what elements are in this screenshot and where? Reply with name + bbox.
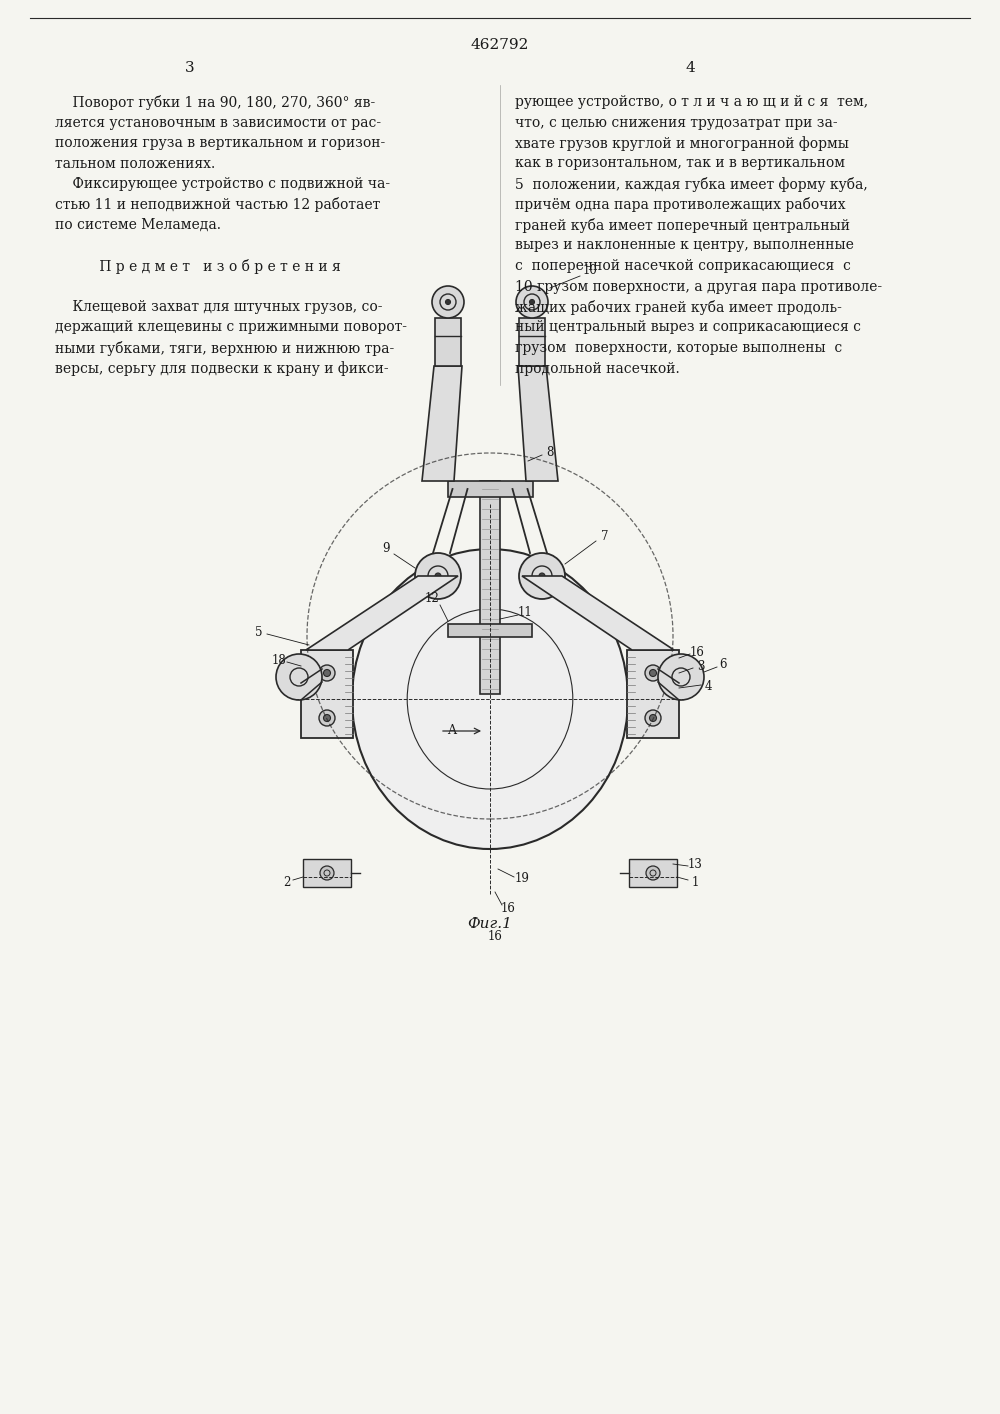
- Text: 11: 11: [518, 605, 532, 618]
- Circle shape: [645, 710, 661, 725]
- Text: Клещевой захват для штучных грузов, со-: Клещевой захват для штучных грузов, со-: [55, 300, 382, 314]
- Text: тальном положениях.: тальном положениях.: [55, 157, 215, 171]
- Text: П р е д м е т   и з о б р е т е н и я: П р е д м е т и з о б р е т е н и я: [60, 259, 340, 274]
- Text: 7: 7: [601, 529, 609, 543]
- Bar: [448, 624, 532, 636]
- Text: 2: 2: [283, 877, 291, 889]
- Text: версы, серьгу для подвески к крану и фикси-: версы, серьгу для подвески к крану и фик…: [55, 362, 389, 376]
- Text: граней куба имеет поперечный центральный: граней куба имеет поперечный центральный: [515, 218, 850, 233]
- Text: 8: 8: [546, 447, 554, 460]
- Circle shape: [324, 669, 330, 676]
- Text: ный центральный вырез и соприкасающиеся с: ный центральный вырез и соприкасающиеся …: [515, 321, 861, 335]
- Text: Фиксирующее устройство с подвижной ча-: Фиксирующее устройство с подвижной ча-: [55, 177, 390, 191]
- Text: 1: 1: [691, 877, 699, 889]
- Text: 6: 6: [719, 659, 727, 672]
- Circle shape: [645, 665, 661, 682]
- Text: продольной насечкой.: продольной насечкой.: [515, 362, 680, 376]
- Circle shape: [539, 573, 545, 578]
- Text: 19: 19: [515, 872, 529, 885]
- Circle shape: [650, 669, 656, 676]
- Circle shape: [519, 553, 565, 600]
- Text: как в горизонтальном, так и в вертикальном: как в горизонтальном, так и в вертикальн…: [515, 157, 845, 171]
- Bar: [480, 481, 500, 694]
- Text: жащих рабочих граней куба имеет продоль-: жащих рабочих граней куба имеет продоль-: [515, 300, 842, 315]
- Text: причём одна пара противолежащих рабочих: причём одна пара противолежащих рабочих: [515, 198, 846, 212]
- Text: грузом  поверхности, которые выполнены  с: грузом поверхности, которые выполнены с: [515, 341, 842, 355]
- Text: Фиг.1: Фиг.1: [468, 918, 512, 930]
- Text: 9: 9: [382, 542, 390, 554]
- Circle shape: [530, 300, 534, 304]
- Text: держащий клещевины с прижимными поворот-: держащий клещевины с прижимными поворот-: [55, 321, 407, 335]
- Polygon shape: [522, 575, 674, 650]
- Text: 18: 18: [272, 653, 286, 666]
- Text: по системе Меламеда.: по системе Меламеда.: [55, 218, 221, 232]
- Circle shape: [320, 865, 334, 880]
- Circle shape: [432, 286, 464, 318]
- Text: ными губками, тяги, верхнюю и нижнюю тра-: ными губками, тяги, верхнюю и нижнюю тра…: [55, 341, 394, 356]
- Text: с  поперечной насечкой соприкасающиеся  с: с поперечной насечкой соприкасающиеся с: [515, 259, 851, 273]
- Text: 5: 5: [255, 625, 263, 639]
- Text: вырез и наклоненные к центру, выполненные: вырез и наклоненные к центру, выполненны…: [515, 239, 854, 253]
- Text: 462792: 462792: [471, 38, 529, 52]
- Bar: [303, 858, 351, 887]
- Text: стью 11 и неподвижной частью 12 работает: стью 11 и неподвижной частью 12 работает: [55, 198, 380, 212]
- Circle shape: [646, 865, 660, 880]
- Bar: [627, 650, 679, 738]
- Text: 13: 13: [688, 858, 702, 871]
- Text: Поворот губки 1 на 90, 180, 270, 360° яв-: Поворот губки 1 на 90, 180, 270, 360° яв…: [55, 95, 375, 110]
- Text: положения груза в вертикальном и горизон-: положения груза в вертикальном и горизон…: [55, 136, 385, 150]
- Text: рующее устройство, о т л и ч а ю щ и й с я  тем,: рующее устройство, о т л и ч а ю щ и й с…: [515, 95, 868, 109]
- Text: 16: 16: [488, 930, 502, 943]
- Text: ляется установочным в зависимости от рас-: ляется установочным в зависимости от рас…: [55, 116, 381, 130]
- Bar: [301, 650, 353, 738]
- Text: 3: 3: [185, 61, 195, 75]
- Circle shape: [319, 710, 335, 725]
- Text: 4: 4: [685, 61, 695, 75]
- Bar: [448, 481, 532, 496]
- Circle shape: [650, 714, 656, 721]
- Circle shape: [435, 573, 441, 578]
- Text: что, с целью снижения трудозатрат при за-: что, с целью снижения трудозатрат при за…: [515, 116, 838, 130]
- Circle shape: [658, 655, 704, 700]
- Ellipse shape: [352, 549, 628, 848]
- Text: 5  положении, каждая губка имеет форму куба,: 5 положении, каждая губка имеет форму ку…: [515, 177, 868, 192]
- Circle shape: [319, 665, 335, 682]
- Text: 16: 16: [690, 646, 704, 659]
- Circle shape: [446, 300, 450, 304]
- Bar: [435, 318, 461, 366]
- Polygon shape: [518, 366, 558, 481]
- Circle shape: [324, 714, 330, 721]
- Polygon shape: [422, 366, 462, 481]
- Text: A: A: [448, 724, 456, 738]
- Polygon shape: [306, 575, 458, 650]
- Circle shape: [276, 655, 322, 700]
- Text: 12: 12: [425, 592, 439, 605]
- Text: 16: 16: [501, 902, 515, 915]
- Text: хвате грузов круглой и многогранной формы: хвате грузов круглой и многогранной форм…: [515, 136, 849, 151]
- Circle shape: [415, 553, 461, 600]
- Bar: [519, 318, 545, 366]
- Bar: [629, 858, 677, 887]
- Text: 4: 4: [704, 680, 712, 693]
- Text: 10: 10: [583, 264, 597, 277]
- Circle shape: [516, 286, 548, 318]
- Text: 3: 3: [697, 659, 705, 673]
- Text: 10 грузом поверхности, а другая пара противоле-: 10 грузом поверхности, а другая пара про…: [515, 280, 882, 294]
